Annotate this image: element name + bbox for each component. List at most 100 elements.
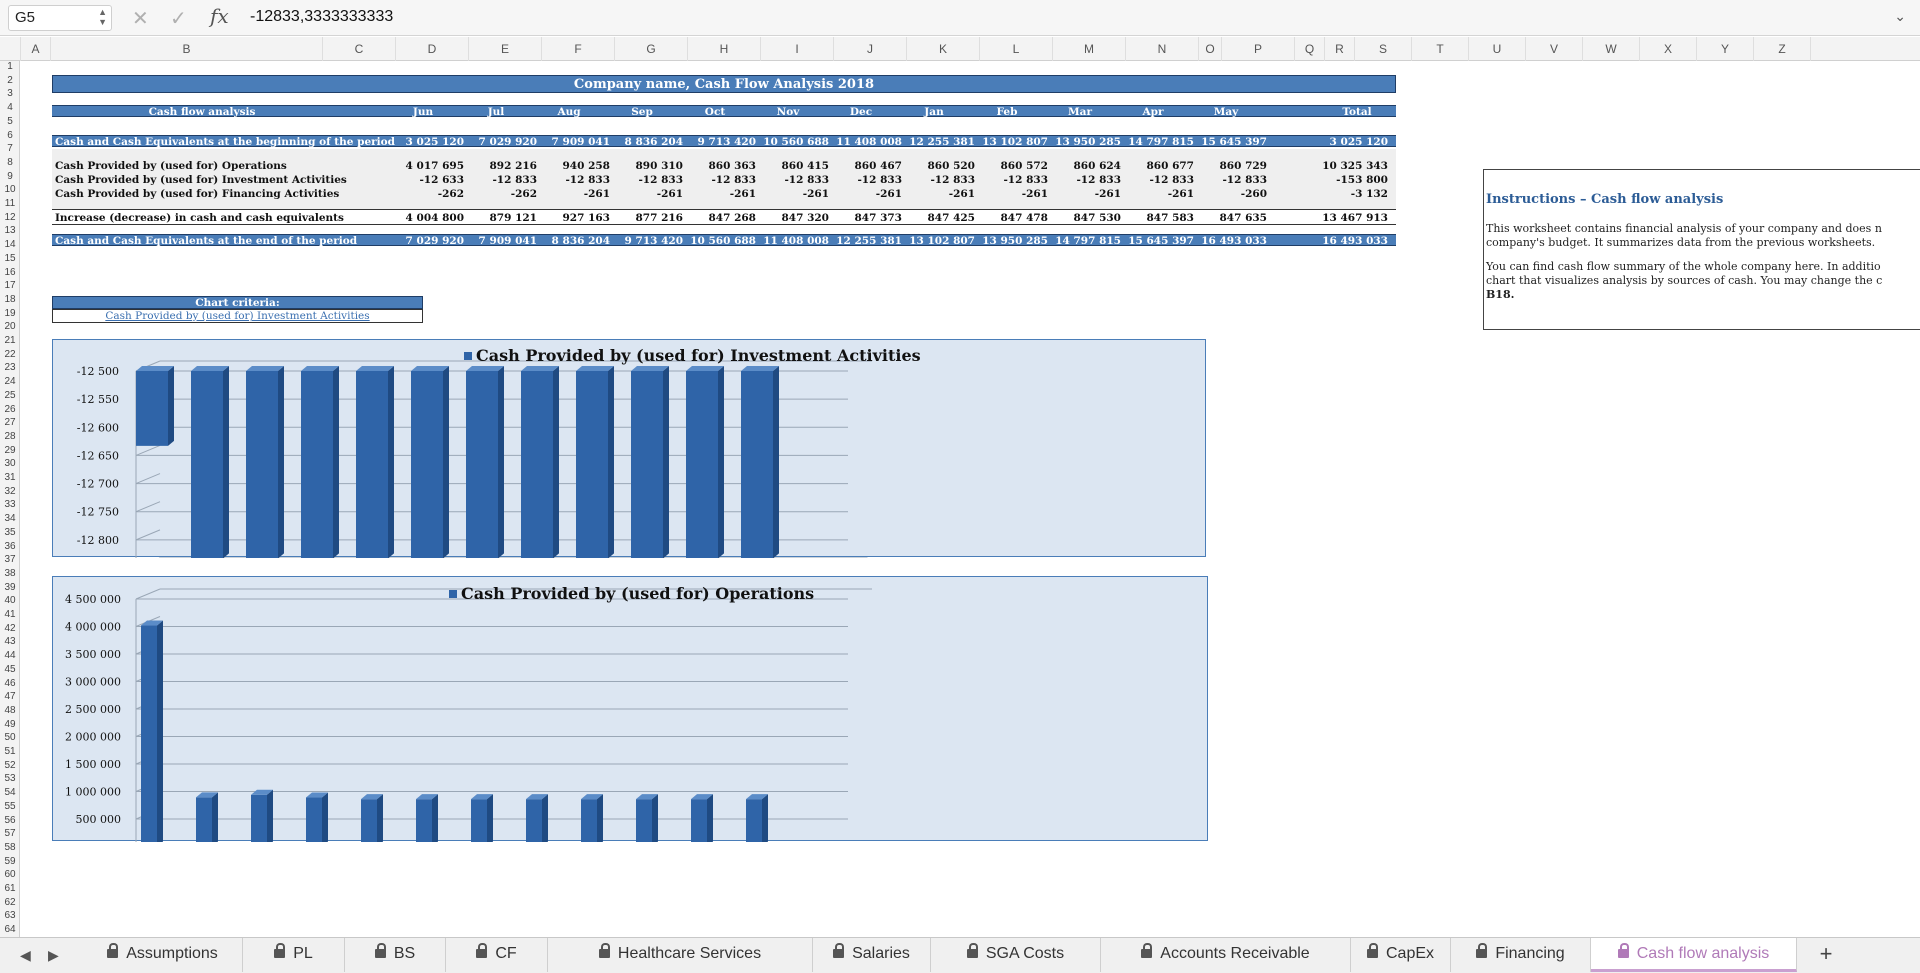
value-cell[interactable]: 8 836 204 bbox=[624, 136, 683, 148]
row-header-34[interactable]: 34 bbox=[4, 513, 16, 525]
row-header-28[interactable]: 28 bbox=[4, 430, 16, 442]
row-header-17[interactable]: 17 bbox=[4, 280, 16, 292]
value-cell[interactable]: -261 bbox=[875, 188, 902, 200]
value-cell[interactable]: -261 bbox=[1094, 188, 1121, 200]
scroll-tabs-right-icon[interactable]: ▶ bbox=[48, 947, 59, 963]
formula-input[interactable]: -12833,3333333333 bbox=[250, 8, 394, 25]
value-cell[interactable]: -261 bbox=[802, 188, 829, 200]
row-header-32[interactable]: 32 bbox=[4, 485, 16, 497]
row-header-19[interactable]: 19 bbox=[4, 307, 16, 319]
value-cell[interactable]: -12 833 bbox=[711, 174, 756, 186]
row-header-9[interactable]: 9 bbox=[7, 170, 13, 182]
value-cell[interactable]: -12 833 bbox=[930, 174, 975, 186]
column-header-f[interactable]: F bbox=[542, 37, 615, 61]
row-header-31[interactable]: 31 bbox=[4, 472, 16, 483]
column-header-s[interactable]: S bbox=[1355, 37, 1412, 61]
confirm-icon[interactable]: ✓ bbox=[170, 8, 187, 30]
value-cell[interactable]: 12 255 381 bbox=[909, 136, 975, 148]
row-header-25[interactable]: 25 bbox=[4, 389, 16, 401]
value-cell[interactable]: -261 bbox=[948, 188, 975, 200]
row-header-12[interactable]: 12 bbox=[4, 211, 16, 223]
row-header-43[interactable]: 43 bbox=[4, 636, 16, 648]
value-cell[interactable]: -261 bbox=[1021, 188, 1048, 200]
sheet-tab-financing[interactable]: Financing bbox=[1451, 938, 1591, 972]
row-header-30[interactable]: 30 bbox=[4, 458, 16, 470]
row-header-23[interactable]: 23 bbox=[4, 362, 16, 374]
row-header-52[interactable]: 52 bbox=[4, 759, 16, 771]
value-cell[interactable]: 11 408 008 bbox=[836, 136, 902, 148]
row-header-42[interactable]: 42 bbox=[4, 622, 16, 634]
column-header-b[interactable]: B bbox=[51, 37, 323, 61]
row-header-5[interactable]: 5 bbox=[7, 115, 13, 127]
row-header-50[interactable]: 50 bbox=[4, 732, 16, 744]
value-cell[interactable]: 7 029 920 bbox=[478, 136, 537, 148]
value-cell[interactable]: 13 467 913 bbox=[1322, 212, 1388, 224]
value-cell[interactable]: 15 645 397 bbox=[1128, 235, 1194, 247]
row-header-59[interactable]: 59 bbox=[4, 855, 16, 867]
value-cell[interactable]: 3 025 120 bbox=[405, 136, 464, 148]
value-cell[interactable]: 847 635 bbox=[1219, 212, 1268, 224]
row-header-49[interactable]: 49 bbox=[4, 718, 16, 730]
sheet-tab-healthcare-services[interactable]: Healthcare Services bbox=[548, 938, 813, 972]
sheet-tab-salaries[interactable]: Salaries bbox=[813, 938, 931, 972]
sheet-grid[interactable]: Company name, Cash Flow Analysis 2018 Ca… bbox=[21, 61, 1920, 937]
column-header-a[interactable]: A bbox=[21, 37, 51, 61]
value-cell[interactable]: 927 163 bbox=[562, 212, 611, 224]
value-cell[interactable]: -12 833 bbox=[1149, 174, 1194, 186]
row-header-38[interactable]: 38 bbox=[4, 567, 16, 579]
value-cell[interactable]: 13 102 807 bbox=[909, 235, 975, 247]
value-cell[interactable]: -12 833 bbox=[1003, 174, 1048, 186]
scroll-tabs-left-icon[interactable]: ◀ bbox=[20, 947, 31, 963]
row-header-57[interactable]: 57 bbox=[4, 828, 16, 840]
row-header-1[interactable]: 1 bbox=[7, 61, 13, 72]
value-cell[interactable]: 860 572 bbox=[1000, 160, 1049, 172]
row-header-46[interactable]: 46 bbox=[4, 677, 16, 689]
value-cell[interactable]: -12 833 bbox=[1076, 174, 1121, 186]
column-header-g[interactable]: G bbox=[615, 37, 688, 61]
value-cell[interactable]: 14 797 815 bbox=[1055, 235, 1121, 247]
value-cell[interactable]: 4 004 800 bbox=[405, 212, 464, 224]
value-cell[interactable]: 4 017 695 bbox=[405, 160, 464, 172]
column-header-v[interactable]: V bbox=[1526, 37, 1583, 61]
value-cell[interactable]: 16 493 033 bbox=[1201, 235, 1267, 247]
value-cell[interactable]: -3 132 bbox=[1350, 188, 1388, 200]
row-header-51[interactable]: 51 bbox=[4, 746, 16, 757]
beginning-cash-row[interactable]: Cash and Cash Equivalents at the beginni… bbox=[52, 135, 1396, 148]
value-cell[interactable]: -260 bbox=[1240, 188, 1267, 200]
row-header-48[interactable]: 48 bbox=[4, 704, 16, 716]
value-cell[interactable]: 10 325 343 bbox=[1322, 160, 1388, 172]
row-header-36[interactable]: 36 bbox=[4, 540, 16, 552]
column-header-q[interactable]: Q bbox=[1295, 37, 1325, 61]
row-header-7[interactable]: 7 bbox=[7, 143, 13, 155]
function-icon[interactable]: fx bbox=[210, 4, 229, 28]
chart-criteria-select[interactable]: Cash Provided by (used for) Investment A… bbox=[52, 309, 423, 323]
column-header-m[interactable]: M bbox=[1053, 37, 1126, 61]
row-header-33[interactable]: 33 bbox=[4, 499, 16, 511]
column-header-c[interactable]: C bbox=[323, 37, 396, 61]
column-header-e[interactable]: E bbox=[469, 37, 542, 61]
row-header-21[interactable]: 21 bbox=[4, 335, 16, 346]
column-header-k[interactable]: K bbox=[907, 37, 980, 61]
value-cell[interactable]: 847 425 bbox=[927, 212, 976, 224]
value-cell[interactable]: -262 bbox=[510, 188, 537, 200]
row-header-14[interactable]: 14 bbox=[4, 239, 16, 251]
row-header-3[interactable]: 3 bbox=[7, 88, 13, 100]
value-cell[interactable]: 12 255 381 bbox=[836, 235, 902, 247]
column-header-n[interactable]: N bbox=[1126, 37, 1199, 61]
ending-cash-row[interactable]: Cash and Cash Equivalents at the end of … bbox=[52, 234, 1396, 247]
column-header-r[interactable]: R bbox=[1325, 37, 1355, 61]
row-header-16[interactable]: 16 bbox=[4, 266, 16, 278]
value-cell[interactable]: -261 bbox=[583, 188, 610, 200]
value-cell[interactable]: 3 025 120 bbox=[1329, 136, 1388, 148]
value-cell[interactable]: -153 800 bbox=[1336, 174, 1388, 186]
value-cell[interactable]: 9 713 420 bbox=[697, 136, 756, 148]
value-cell[interactable]: 13 102 807 bbox=[982, 136, 1048, 148]
row-header-27[interactable]: 27 bbox=[4, 417, 16, 429]
value-cell[interactable]: -12 633 bbox=[419, 174, 464, 186]
value-cell[interactable]: 860 729 bbox=[1219, 160, 1268, 172]
value-cell[interactable]: 860 363 bbox=[708, 160, 757, 172]
row-header-2[interactable]: 2 bbox=[7, 74, 13, 86]
column-header-y[interactable]: Y bbox=[1697, 37, 1754, 61]
value-cell[interactable]: 860 467 bbox=[854, 160, 903, 172]
value-cell[interactable]: 11 408 008 bbox=[763, 235, 829, 247]
